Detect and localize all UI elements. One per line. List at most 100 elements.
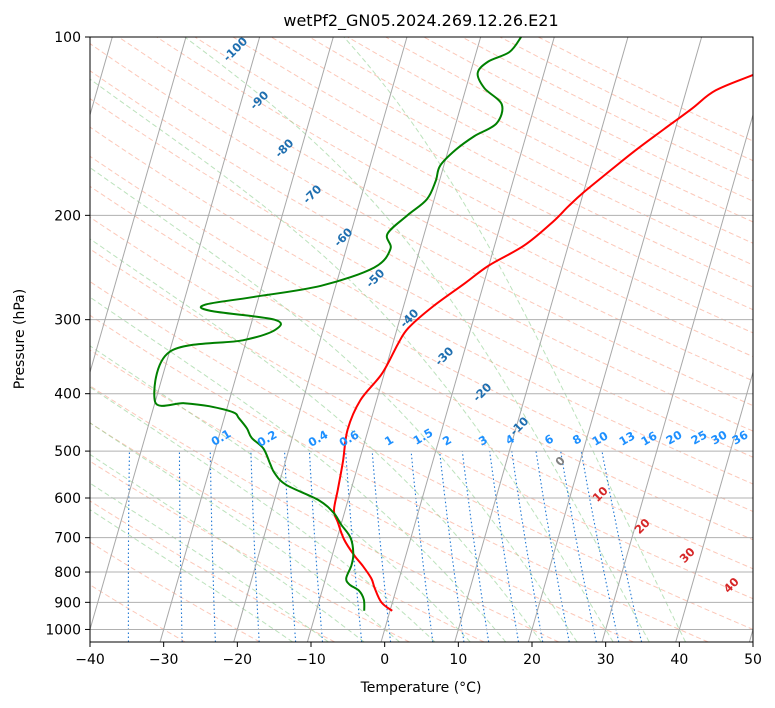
dry-adiabat-label: 0 xyxy=(552,453,568,469)
moist-adiabat-line xyxy=(184,37,650,642)
mixing-ratio-label: 10 xyxy=(590,428,611,448)
mixing-ratio-line xyxy=(127,451,130,642)
dry-adiabat-line xyxy=(90,126,753,485)
x-tick-label: −10 xyxy=(296,652,326,668)
mixing-ratio-label: 13 xyxy=(617,428,638,448)
dewpoint-line xyxy=(153,37,522,611)
pressure-gridlines xyxy=(90,37,753,630)
x-tick-label: −40 xyxy=(75,652,105,668)
dry-adiabat-line xyxy=(90,584,186,642)
dry-adiabat-line xyxy=(90,97,753,458)
isotherm-line xyxy=(601,113,753,642)
mixing-ratio-label: 0.2 xyxy=(255,427,280,449)
x-tick-label: 30 xyxy=(597,652,615,668)
dry-adiabat-line xyxy=(538,37,753,142)
dry-adiabat-line xyxy=(90,349,634,642)
mixing-ratio-line xyxy=(371,451,392,642)
mixing-ratio-label: 1 xyxy=(382,432,396,448)
isotherm-line xyxy=(454,37,629,642)
x-tick-label: 20 xyxy=(523,652,541,668)
isotherm-line xyxy=(90,37,261,632)
y-tick-label: 900 xyxy=(54,595,81,611)
dry-adiabat-line xyxy=(90,216,753,570)
dry-adiabat-label: -30 xyxy=(432,344,457,369)
moist-adiabat-label: 30 xyxy=(677,545,698,566)
y-tick-label: 200 xyxy=(54,208,81,224)
dry-adiabat-line xyxy=(90,185,753,541)
dry-adiabat-line xyxy=(90,385,559,642)
moist-adiabat-line xyxy=(343,37,687,642)
profile-lines xyxy=(153,37,753,612)
dry-adiabat-line xyxy=(90,314,709,642)
isotherm-line xyxy=(306,37,482,642)
dry-adiabat-line xyxy=(90,422,485,642)
dry-adiabat-line xyxy=(90,155,753,513)
mixing-ratio-label: 20 xyxy=(664,427,685,447)
mixing-ratio-line xyxy=(250,451,260,642)
moist-adiabat-line xyxy=(90,509,293,642)
x-tick-label: −30 xyxy=(149,652,179,668)
mixing-ratio-line xyxy=(209,451,216,642)
annotation-labels: 0.1 0.2 0.4 0.6 1 1.5 2 3 4 6 8 10 13 16 20 25 30 36-100-… xyxy=(209,34,751,596)
plot-frame xyxy=(89,36,754,643)
x-tick-label: 50 xyxy=(744,652,762,668)
mixing-ratio-label: 16 xyxy=(639,428,660,448)
isotherm-line xyxy=(380,37,555,642)
mixing-ratio-line xyxy=(345,451,363,642)
skewed-isotherms xyxy=(90,37,753,642)
mixing-ratio-label: 2 xyxy=(440,432,454,448)
dry-adiabat-line xyxy=(385,37,753,223)
moist-adiabat-label: 10 xyxy=(590,484,611,505)
moist-adiabat-line xyxy=(90,78,614,642)
moist-adiabat-line xyxy=(90,453,365,642)
dry-adiabat-line xyxy=(90,541,261,642)
dry-adiabat-line xyxy=(309,37,753,266)
mixing-ratio-label: 0.6 xyxy=(337,427,362,449)
mixing-ratio-label: 6 xyxy=(542,431,556,447)
dry-adiabat-label: -100 xyxy=(220,34,250,64)
dry-adiabat-line xyxy=(347,37,753,244)
mixing-ratio-label: 30 xyxy=(709,427,730,447)
dry-adiabat-label: -40 xyxy=(397,306,422,331)
dry-adiabat-label: -90 xyxy=(247,88,272,113)
isotherm-line xyxy=(675,370,753,642)
y-tick-label: 500 xyxy=(54,444,81,460)
moist-adiabat-line xyxy=(90,482,329,642)
dry-adiabat-line xyxy=(270,37,753,288)
dry-adiabat-label: -20 xyxy=(470,380,495,405)
isotherm-line xyxy=(527,37,703,642)
x-tick-label: 40 xyxy=(670,652,688,668)
background-lines xyxy=(90,37,753,642)
mixing-ratio-label: 0.4 xyxy=(306,427,331,449)
mixing-ratio-line xyxy=(511,451,544,642)
mixing-ratio-line xyxy=(580,451,620,642)
dry-adiabat-label: -80 xyxy=(272,136,297,161)
mixing-ratio-line xyxy=(284,451,297,642)
dry-adiabat-line xyxy=(90,248,753,600)
y-tick-label: 700 xyxy=(54,531,81,547)
isotherm-line xyxy=(90,37,187,374)
y-tick-label: 300 xyxy=(54,313,81,329)
dry-adiabat-line xyxy=(90,281,753,630)
mixing-ratio-label: 1.5 xyxy=(411,425,436,447)
moist-adiabat-line xyxy=(90,167,578,642)
mixing-ratio-line xyxy=(439,451,465,642)
mixing-ratio-label: 0.1 xyxy=(209,426,234,448)
mixing-ratio-line xyxy=(461,451,490,642)
x-axis-label: Temperature (°C) xyxy=(360,680,482,696)
chart-title: wetPf2_GN05.2024.269.12.26.E21 xyxy=(283,11,558,31)
y-tick-label: 800 xyxy=(54,565,81,581)
moist-adiabat-line xyxy=(90,296,507,642)
x-tick-label: 0 xyxy=(380,652,389,668)
mixing-ratio-line xyxy=(489,451,520,642)
dry-adiabat-line xyxy=(90,43,753,407)
dry-adiabat-line xyxy=(90,460,410,642)
mixing-ratio-label: 3 xyxy=(476,432,490,448)
mixing-ratio-label: 8 xyxy=(570,431,584,447)
y-tick-label: 600 xyxy=(54,491,81,507)
mixing-ratio-line xyxy=(178,451,183,642)
y-axis-ticks: 100 200 300 400 500 600 700 800 900 1000 xyxy=(45,30,90,638)
y-tick-label: 400 xyxy=(54,387,81,403)
dry-adiabat-line xyxy=(118,37,753,382)
